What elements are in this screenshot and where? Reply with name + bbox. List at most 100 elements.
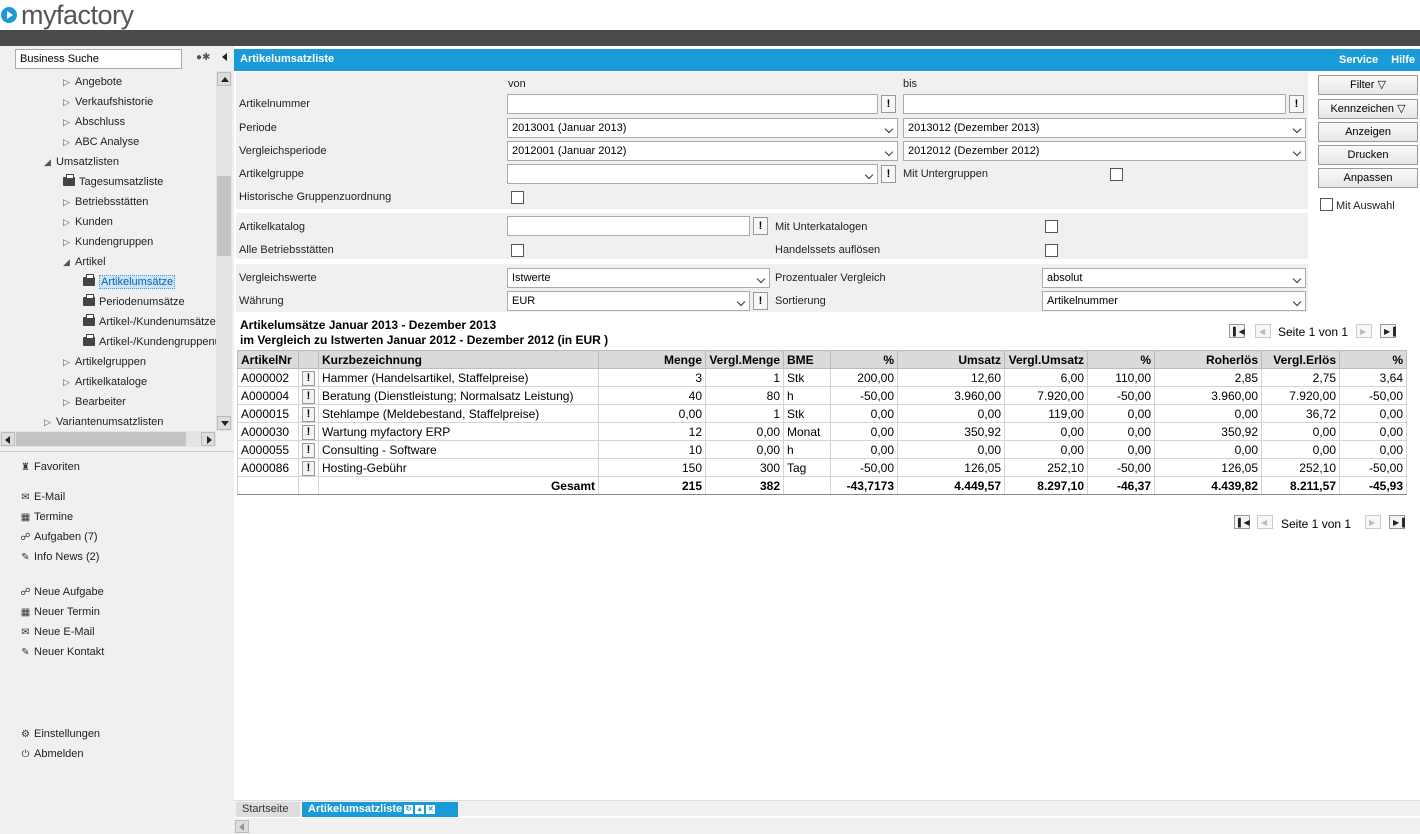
row-detail-button[interactable]: ! xyxy=(302,406,315,422)
business-search-input[interactable]: Business Suche xyxy=(15,49,182,69)
vergleichsperiode-bis-select[interactable]: 2012012 (Dezember 2012) xyxy=(903,141,1306,161)
waehrung-select[interactable]: EUR xyxy=(507,291,750,311)
col-header[interactable]: Roherlös xyxy=(1154,350,1262,369)
collapse-sidebar-icon[interactable] xyxy=(221,51,229,63)
neue-email-link[interactable]: ✉ Neue E-Mail xyxy=(19,623,94,641)
sortierung-select[interactable]: Artikelnummer xyxy=(1042,291,1306,311)
artikelkatalog-lookup-button[interactable]: ! xyxy=(753,217,768,235)
mit-untergruppen-checkbox[interactable] xyxy=(1110,168,1123,181)
einstellungen-link[interactable]: ⚙ Einstellungen xyxy=(19,725,100,743)
col-header[interactable]: Vergl.Umsatz xyxy=(1004,350,1088,369)
tree-item-artikelumsaetze[interactable]: Artikelumsätze xyxy=(83,272,176,292)
close-icon[interactable]: ✕ xyxy=(426,804,436,814)
col-header[interactable]: % xyxy=(1339,350,1407,369)
prozentualer-vergleich-select[interactable]: absolut xyxy=(1042,268,1306,288)
favoriten-link[interactable]: ♜ Favoriten xyxy=(19,458,80,476)
scroll-thumb[interactable] xyxy=(217,176,231,256)
tree-item-artikel[interactable]: ◢ Artikel xyxy=(63,252,106,272)
handelssets-checkbox[interactable] xyxy=(1045,244,1058,257)
tab-startseite[interactable]: Startseite xyxy=(236,802,300,817)
table-row[interactable]: A000015 ! Stehlampe (Meldebestand, Staff… xyxy=(237,404,1407,423)
tree-item-kunden[interactable]: ▷ Kunden xyxy=(63,212,113,232)
row-detail-button[interactable]: ! xyxy=(302,388,315,404)
artikelgruppe-select[interactable] xyxy=(507,164,878,184)
col-header[interactable]: Umsatz xyxy=(897,350,1005,369)
next-page-button[interactable]: ▶ xyxy=(1365,515,1381,529)
scroll-right-icon[interactable] xyxy=(201,432,215,446)
artikelnummer-von-lookup-button[interactable]: ! xyxy=(881,95,896,113)
prev-page-button[interactable]: ◀ xyxy=(1255,324,1271,338)
table-row[interactable]: A000002 ! Hammer (Handelsartikel, Staffe… xyxy=(237,368,1407,387)
first-page-button[interactable]: ▌◀ xyxy=(1229,324,1245,338)
neuer-termin-link[interactable]: ▦ Neuer Termin xyxy=(19,603,100,621)
col-header[interactable]: Vergl.Menge xyxy=(705,350,784,369)
waehrung-lookup-button[interactable]: ! xyxy=(753,292,768,310)
row-detail-button[interactable]: ! xyxy=(302,442,315,458)
abmelden-link[interactable]: ⏻ Abmelden xyxy=(19,745,84,763)
aufgaben-link[interactable]: ☍ Aufgaben (7) xyxy=(19,528,97,546)
bottom-scrollbar[interactable] xyxy=(234,818,1420,834)
tree-item-variantenumsatzlisten[interactable]: ▷ Variantenumsatzlisten xyxy=(44,412,163,428)
row-detail-button[interactable]: ! xyxy=(302,424,315,440)
table-row[interactable]: A000086 ! Hosting-Gebühr 150 300 Tag -50… xyxy=(237,458,1407,477)
col-header[interactable]: Vergl.Erlös xyxy=(1261,350,1340,369)
tree-item-betriebsstaetten[interactable]: ▷ Betriebsstätten xyxy=(63,192,148,212)
anpassen-button[interactable]: Anpassen xyxy=(1318,168,1418,188)
col-header[interactable]: Kurzbezeichnung xyxy=(318,350,599,369)
tree-item-umsatzlisten[interactable]: ◢ Umsatzlisten xyxy=(44,152,119,172)
tree-item-periodenumsaetze[interactable]: Periodenumsätze xyxy=(83,292,185,312)
col-header[interactable]: % xyxy=(830,350,898,369)
filter-button[interactable]: Filter ▽ xyxy=(1318,75,1418,95)
tree-item-artikelgruppen[interactable]: ▷ Artikelgruppen xyxy=(63,352,146,372)
kennzeichen-button[interactable]: Kennzeichen ▽ xyxy=(1318,99,1418,119)
artikelgruppe-lookup-button[interactable]: ! xyxy=(881,165,896,183)
vergleichswerte-select[interactable]: Istwerte xyxy=(507,268,770,288)
search-options-icon[interactable]: ●✱ xyxy=(196,52,211,63)
tree-horizontal-scrollbar[interactable] xyxy=(0,431,216,447)
drucken-button[interactable]: Drucken xyxy=(1318,145,1418,165)
artikelnummer-von-input[interactable] xyxy=(507,94,878,114)
scroll-up-icon[interactable] xyxy=(217,72,231,86)
termine-link[interactable]: ▦ Termine xyxy=(19,508,73,526)
periode-von-select[interactable]: 2013001 (Januar 2013) xyxy=(507,118,898,138)
pin-tab-icon[interactable]: ▲ xyxy=(415,804,425,814)
scroll-left-icon[interactable] xyxy=(235,820,249,833)
service-link[interactable]: Service xyxy=(1339,54,1379,66)
row-detail-button[interactable]: ! xyxy=(302,370,315,386)
last-page-button[interactable]: ▶▐ xyxy=(1380,324,1396,338)
tree-item-artikelkataloge[interactable]: ▷ Artikelkataloge xyxy=(63,372,147,392)
row-detail-button[interactable]: ! xyxy=(302,460,315,476)
vergleichsperiode-von-select[interactable]: 2012001 (Januar 2012) xyxy=(507,141,898,161)
info-news-link[interactable]: ✎ Info News (2) xyxy=(19,548,99,566)
col-header[interactable]: % xyxy=(1087,350,1155,369)
table-row[interactable]: A000055 ! Consulting - Software 10 0,00 … xyxy=(237,440,1407,459)
anzeigen-button[interactable]: Anzeigen xyxy=(1318,122,1418,142)
refresh-icon[interactable]: ↻ xyxy=(404,804,414,814)
tree-item-artikel-kundengruppenumsaetze[interactable]: Artikel-/Kundengruppenu xyxy=(83,332,216,352)
scroll-down-icon[interactable] xyxy=(217,416,231,430)
tree-item-kundengruppen[interactable]: ▷ Kundengruppen xyxy=(63,232,153,252)
periode-bis-select[interactable]: 2013012 (Dezember 2013) xyxy=(903,118,1306,138)
table-row[interactable]: A000030 ! Wartung myfactory ERP 12 0,00 … xyxy=(237,422,1407,441)
alle-betriebsstaetten-checkbox[interactable] xyxy=(511,244,524,257)
col-header[interactable]: Menge xyxy=(598,350,706,369)
tree-item-artikel-kundenumsaetze[interactable]: Artikel-/Kundenumsätze xyxy=(83,312,216,332)
artikelkatalog-input[interactable] xyxy=(507,216,750,236)
table-row[interactable]: A000004 ! Beratung (Dienstleistung; Norm… xyxy=(237,386,1407,405)
tree-vertical-scrollbar[interactable] xyxy=(216,71,232,431)
tree-item-verkaufshistorie[interactable]: ▷ Verkaufshistorie xyxy=(63,92,153,112)
tree-item-abschluss[interactable]: ▷ Abschluss xyxy=(63,112,125,132)
mit-unterkatalogen-checkbox[interactable] xyxy=(1045,220,1058,233)
tree-item-angebote[interactable]: ▷ Angebote xyxy=(63,72,122,92)
hilfe-link[interactable]: Hilfe xyxy=(1391,54,1415,66)
scroll-thumb[interactable] xyxy=(16,432,186,446)
last-page-button[interactable]: ▶▐ xyxy=(1389,515,1405,529)
neue-aufgabe-link[interactable]: ☍ Neue Aufgabe xyxy=(19,583,103,601)
mit-auswahl-checkbox[interactable] xyxy=(1320,198,1333,211)
email-link[interactable]: ✉ E-Mail xyxy=(19,488,65,506)
col-header[interactable]: BME xyxy=(783,350,831,369)
tree-item-abc-analyse[interactable]: ▷ ABC Analyse xyxy=(63,132,139,152)
tab-artikelumsatzliste[interactable]: Artikelumsatzliste ↻ ▲ ✕ xyxy=(302,802,458,817)
col-header[interactable]: ArtikelNr xyxy=(237,350,299,369)
historische-checkbox[interactable] xyxy=(511,191,524,204)
